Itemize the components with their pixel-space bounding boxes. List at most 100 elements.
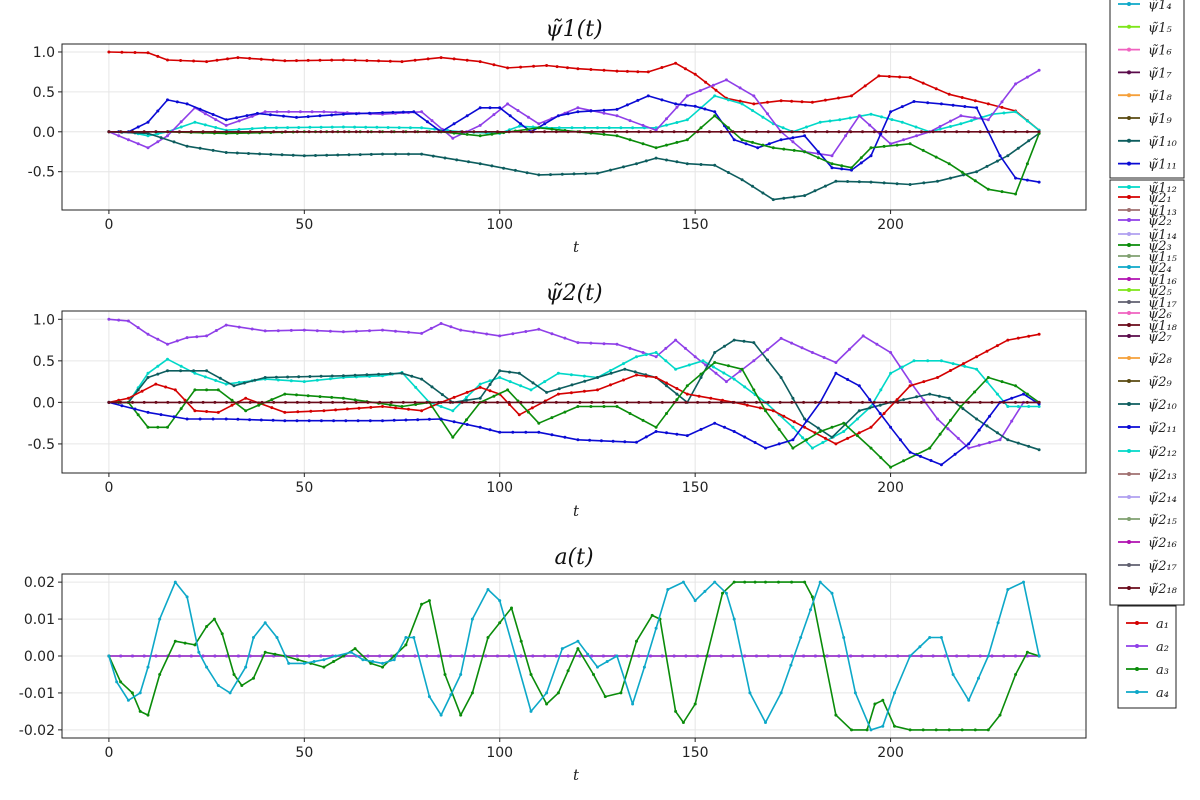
- data-point: [1022, 392, 1025, 396]
- data-point: [813, 130, 817, 134]
- data-point: [713, 580, 717, 584]
- data-point: [675, 121, 679, 124]
- data-point: [928, 392, 932, 396]
- data-point: [816, 426, 820, 430]
- data-point: [284, 130, 287, 134]
- y-tick-label: -0.5: [28, 437, 55, 453]
- data-point: [140, 389, 144, 393]
- data-point: [354, 400, 358, 404]
- data-point: [596, 171, 599, 175]
- data-point: [1037, 400, 1041, 404]
- data-point: [683, 346, 687, 350]
- data-point: [322, 110, 326, 114]
- data-point: [779, 138, 783, 142]
- data-point: [353, 647, 357, 651]
- data-point: [513, 654, 517, 658]
- data-point: [738, 369, 742, 373]
- data-point: [615, 654, 619, 658]
- data-point: [1037, 654, 1041, 658]
- data-point: [889, 371, 893, 375]
- data-point: [850, 168, 853, 172]
- data-point: [751, 184, 754, 188]
- data-point: [985, 164, 989, 168]
- data-point: [1037, 332, 1041, 336]
- data-point: [868, 398, 872, 402]
- data-point: [609, 371, 613, 375]
- data-point: [230, 403, 234, 407]
- data-point: [578, 400, 582, 404]
- legend-label: ψ̃1₇: [1148, 66, 1172, 81]
- data-point: [496, 654, 499, 658]
- data-point: [136, 142, 140, 146]
- data-point: [312, 660, 316, 663]
- data-point: [619, 126, 623, 130]
- data-point: [344, 419, 348, 423]
- data-point: [791, 425, 795, 429]
- data-point: [649, 654, 652, 658]
- data-point: [615, 342, 619, 346]
- data-point: [319, 374, 323, 378]
- data-point: [401, 400, 405, 404]
- data-point: [755, 654, 758, 658]
- data-point: [1027, 405, 1031, 408]
- legend-marker: [1127, 540, 1131, 544]
- data-point: [955, 654, 959, 658]
- data-point: [319, 125, 323, 129]
- data-point: [166, 400, 170, 404]
- data-point: [166, 369, 169, 373]
- data-point: [748, 691, 752, 695]
- data-point: [859, 156, 863, 160]
- data-point: [790, 99, 794, 103]
- data-point: [681, 580, 685, 584]
- data-point: [802, 130, 806, 134]
- data-point: [508, 114, 512, 118]
- data-point: [934, 155, 938, 159]
- data-point: [1014, 82, 1018, 86]
- data-point: [465, 398, 468, 402]
- data-point: [882, 181, 886, 185]
- data-point: [543, 380, 547, 384]
- data-point: [635, 355, 638, 359]
- data-point: [857, 384, 861, 388]
- data-point: [478, 123, 482, 127]
- data-point: [589, 341, 593, 345]
- legend-marker: [1127, 425, 1131, 429]
- data-point: [743, 580, 747, 584]
- data-point: [146, 410, 150, 414]
- data-point: [126, 319, 130, 323]
- legend-marker: [1127, 138, 1131, 143]
- data-point: [732, 430, 736, 433]
- data-point: [875, 342, 879, 346]
- data-point: [803, 425, 807, 429]
- data-point: [596, 376, 599, 379]
- data-point: [334, 654, 338, 658]
- data-point: [524, 430, 528, 434]
- data-point: [576, 106, 580, 110]
- x-tick-label: 100: [486, 217, 513, 233]
- legend-marker: [1127, 288, 1131, 292]
- data-point: [792, 420, 796, 424]
- data-point: [410, 374, 414, 378]
- data-point: [623, 367, 627, 371]
- data-point: [302, 661, 306, 665]
- data-point: [1016, 146, 1020, 150]
- data-point: [470, 691, 474, 695]
- data-point: [771, 409, 775, 413]
- data-point: [660, 98, 664, 102]
- data-point: [354, 329, 358, 333]
- data-point: [805, 438, 808, 442]
- data-point: [437, 400, 441, 404]
- data-point: [943, 400, 947, 404]
- data-point: [589, 68, 593, 71]
- data-point: [390, 130, 393, 134]
- data-point: [889, 351, 893, 354]
- data-point: [1000, 105, 1004, 109]
- data-point: [498, 430, 502, 434]
- data-point: [931, 130, 935, 134]
- data-point: [672, 400, 676, 404]
- data-point: [192, 369, 196, 373]
- data-point: [572, 172, 576, 176]
- data-point: [921, 148, 925, 152]
- data-point: [328, 329, 332, 333]
- data-point: [448, 400, 452, 404]
